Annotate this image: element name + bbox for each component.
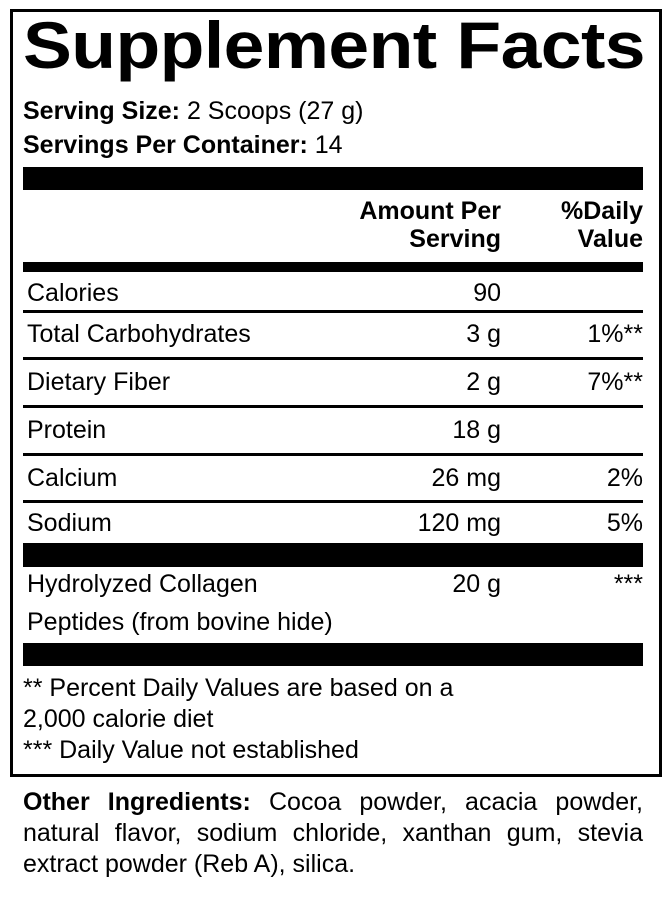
proprietary-row: Hydrolyzed Collagen Peptides (from bovin…: [23, 570, 643, 645]
ingredient-dv: ***: [613, 570, 643, 598]
amount-per-serving-header: Amount Per Serving: [359, 197, 501, 253]
servings-per-container-value: 14: [314, 131, 343, 159]
row-divider: [23, 357, 643, 360]
nutrient-row: Calories 90: [23, 279, 643, 319]
nutrient-name: Calories: [27, 279, 119, 307]
ingredient-name-line1: Hydrolyzed Collagen: [27, 570, 258, 598]
other-ingredients: Other Ingredients: Cocoa powder, acacia …: [23, 787, 643, 880]
thick-divider: [23, 643, 643, 666]
nutrient-name: Total Carbohydrates: [27, 320, 251, 348]
serving-size-value: 2 Scoops (27 g): [186, 97, 364, 125]
row-divider: [23, 310, 643, 313]
servings-per-container: Servings Per Container: 14: [23, 131, 343, 159]
header-amount-line2: Serving: [409, 225, 501, 253]
nutrient-row: Sodium 120 mg 5%: [23, 509, 643, 549]
nutrient-amount: 18 g: [452, 416, 501, 444]
nutrient-dv: 1%**: [587, 320, 643, 348]
thick-divider: [23, 543, 643, 567]
row-divider: [23, 405, 643, 408]
nutrient-row: Dietary Fiber 2 g 7%**: [23, 368, 643, 408]
ingredient-amount: 20 g: [452, 570, 501, 598]
footnote-line3: *** Daily Value not established: [23, 736, 359, 764]
nutrient-amount: 2 g: [466, 368, 501, 396]
servings-per-container-label: Servings Per Container:: [23, 131, 308, 159]
nutrient-amount: 26 mg: [431, 464, 501, 492]
other-ingredients-text: Cocoa powder, acacia powder, natural fla…: [23, 788, 643, 878]
nutrient-amount: 3 g: [466, 320, 501, 348]
nutrient-name: Protein: [27, 416, 107, 444]
panel-title: Supplement Facts: [23, 8, 646, 82]
nutrient-name: Sodium: [27, 509, 112, 537]
nutrient-amount: 120 mg: [417, 509, 501, 537]
serving-size: Serving Size: 2 Scoops (27 g): [23, 97, 363, 125]
footnote-line1: ** Percent Daily Values are based on a: [23, 674, 454, 702]
nutrient-dv: 2%: [606, 464, 643, 492]
footnote-line2: 2,000 calorie diet: [23, 705, 214, 733]
nutrient-row: Protein 18 g: [23, 416, 643, 456]
nutrient-dv: 5%: [606, 509, 643, 537]
nutrient-name: Dietary Fiber: [27, 368, 171, 396]
serving-size-label: Serving Size:: [23, 97, 180, 125]
header-dv-line1: %Daily: [561, 197, 643, 225]
nutrient-name: Calcium: [27, 464, 118, 492]
nutrient-row: Calcium 26 mg 2%: [23, 464, 643, 504]
medium-divider: [23, 262, 643, 272]
nutrient-dv: 7%**: [587, 368, 643, 396]
row-divider: [23, 500, 643, 503]
supplement-facts-panel: [10, 9, 662, 777]
daily-value-header: %Daily Value: [561, 197, 643, 253]
footnote-percent-dv: ** Percent Daily Values are based on a 2,…: [23, 673, 453, 766]
thick-divider: [23, 167, 643, 190]
nutrient-row: Total Carbohydrates 3 g 1%**: [23, 320, 643, 360]
row-divider: [23, 453, 643, 456]
ingredient-name-line2: Peptides (from bovine hide): [27, 608, 333, 636]
other-ingredients-label: Other Ingredients:: [23, 788, 251, 816]
nutrient-amount: 90: [473, 279, 501, 307]
header-amount-line1: Amount Per: [359, 197, 501, 225]
header-dv-line2: Value: [577, 225, 643, 253]
